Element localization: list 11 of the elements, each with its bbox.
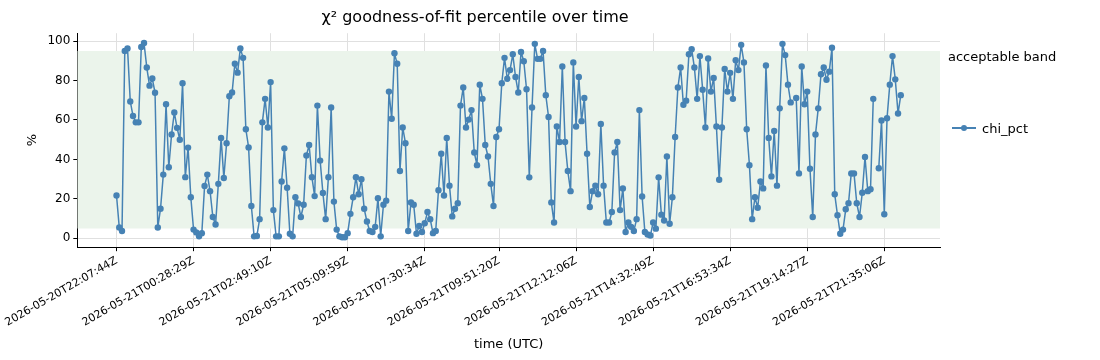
- y-tick-label: 40: [55, 151, 71, 166]
- y-tick-label: 100: [47, 33, 71, 48]
- y-axis-title: %: [23, 134, 39, 147]
- y-tick-label: 20: [55, 190, 71, 205]
- x-axis-title: time (UTC): [473, 335, 544, 351]
- band-label: acceptable band: [948, 48, 1057, 64]
- chart-title: χ² goodness-of-fit percentile over time: [321, 6, 629, 26]
- y-tick-label: 60: [55, 112, 71, 127]
- legend-label: chi_pct: [982, 120, 1028, 136]
- y-tick-label: 0: [62, 230, 71, 245]
- y-tick-label: 80: [55, 72, 71, 87]
